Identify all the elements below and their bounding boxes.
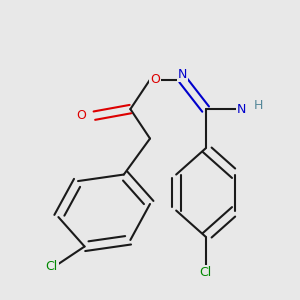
Text: N: N: [237, 103, 246, 116]
Text: N: N: [178, 68, 188, 81]
Text: O: O: [150, 73, 160, 86]
Text: Cl: Cl: [200, 266, 212, 279]
Text: H: H: [253, 99, 263, 112]
Text: Cl: Cl: [46, 260, 58, 273]
Text: O: O: [76, 109, 86, 122]
